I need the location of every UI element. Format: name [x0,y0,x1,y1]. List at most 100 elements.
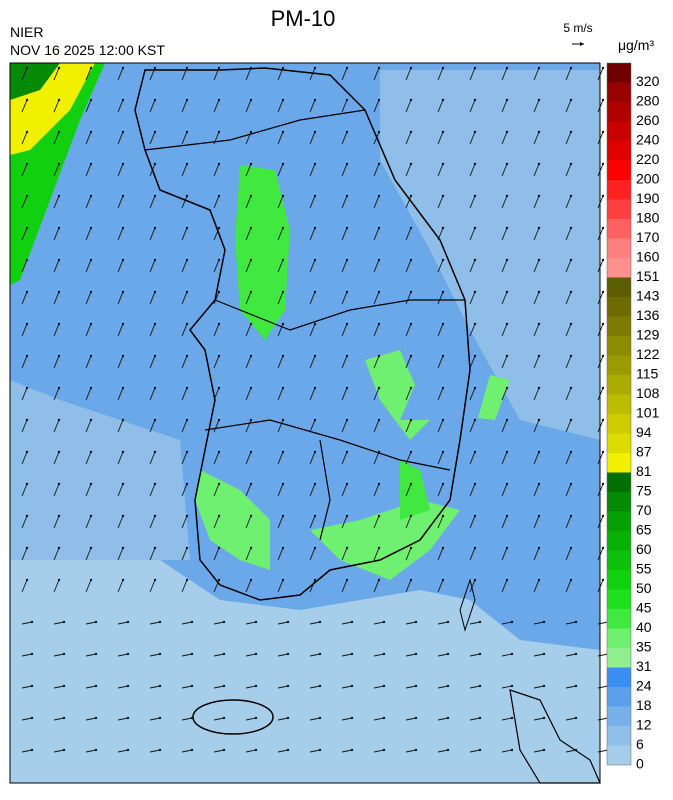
wind-arrow [53,67,60,81]
wind-arrowhead [601,354,605,358]
wind-arrow [245,419,252,433]
wind-arrowhead [249,194,253,198]
colorbar-label: 40 [636,619,652,635]
wind-arrow [85,259,92,273]
wind-arrowhead [601,66,605,70]
wind-arrowhead [185,194,189,198]
wind-arrow [437,483,444,497]
wind-arrow [117,99,124,113]
wind-arrowhead [249,386,253,390]
wind-arrowhead [473,290,477,294]
wind-arrow [85,749,97,753]
wind-arrow [181,195,188,209]
wind-arrow [149,451,156,465]
unit: μg/m³ [618,37,654,53]
wind-arrowhead [281,194,285,198]
wind-arrowhead [569,418,573,422]
wind-arrowhead [569,322,573,326]
wind-arrowhead [249,450,253,454]
wind-arrowhead [281,258,285,262]
wind-arrowhead [601,194,605,198]
wind-arrow [277,579,284,593]
wind-arrow [341,131,348,145]
wind-arrow [245,163,252,177]
wind-arrow [117,621,129,625]
wind-arrow [405,419,412,433]
wind-arrowhead [281,418,285,422]
wind-arrow [309,717,321,721]
wind-arrowhead [121,226,125,230]
wind-arrowhead [25,482,29,486]
wind-arrowhead [318,748,322,752]
colorbar-label: 200 [636,171,660,187]
wind-arrow [469,451,476,465]
colorbar-segment [607,667,631,687]
wind-arrow [245,227,252,241]
wind-arrowhead [281,354,285,358]
wind-arrowhead [569,482,573,486]
wind-arrowhead [126,652,130,656]
wind-arrow [213,483,220,497]
wind-arrow [565,419,572,433]
wind-arrowhead [286,684,290,688]
wind-arrowhead [94,716,98,720]
wind-arrow [85,547,92,561]
wind-arrowhead [254,684,258,688]
wind-arrow [21,323,28,337]
wind-arrowhead [601,322,605,326]
wind-arrowhead [254,748,258,752]
colorbar-label: 50 [636,580,652,596]
colorbar-label: 220 [636,151,660,167]
wind-arrowhead [377,98,381,102]
colorbar-segment [607,472,631,492]
wind-arrow [373,227,380,241]
wind-arrow [53,451,60,465]
wind-arrow [149,195,156,209]
wind-arrowhead [89,258,93,262]
wind-arrowhead [25,290,29,294]
wind-arrowhead [409,98,413,102]
wind-arrowhead [249,482,253,486]
wind-arrowhead [217,482,221,486]
colorbar-segment [607,199,631,219]
wind-arrow [85,621,97,625]
wind-arrow [149,227,156,241]
wind-arrowhead [569,450,573,454]
wind-arrowhead [377,226,381,230]
wind-arrow [181,483,188,497]
wind-arrowhead [537,290,541,294]
wind-arrowhead [377,578,381,582]
colorbar-segment [607,706,631,726]
wind-arrowhead [345,514,349,518]
colorbar-label: 31 [636,658,652,674]
wind-arrowhead [505,258,509,262]
wind-arrowhead [313,482,317,486]
wind-arrowhead [441,226,445,230]
wind-arrowhead [153,258,157,262]
wind-arrow [469,291,476,305]
wind-arrow [277,99,284,113]
wind-arrow [469,547,476,561]
wind-arrowhead [446,652,450,656]
wind-arrowhead [473,130,477,134]
wind-arrow [437,685,449,689]
wind-arrow [309,451,316,465]
wind-arrow [533,547,540,561]
wind-arrowhead [57,130,61,134]
wind-arrow [117,653,129,657]
wind-arrow [21,547,28,561]
wind-arrow [437,227,444,241]
wind-arrowhead [409,386,413,390]
wind-arrow [309,195,316,209]
wind-arrow [213,163,220,177]
wind-arrow [309,621,321,625]
wind-arrowhead [25,66,29,70]
wind-arrowhead [473,354,477,358]
wind-arrowhead [281,130,285,134]
wind-arrow [469,227,476,241]
wind-arrow [373,323,380,337]
wind-arrowhead [313,322,317,326]
wind-arrow [245,323,252,337]
wind-arrow [533,323,540,337]
sea-light [10,560,600,783]
